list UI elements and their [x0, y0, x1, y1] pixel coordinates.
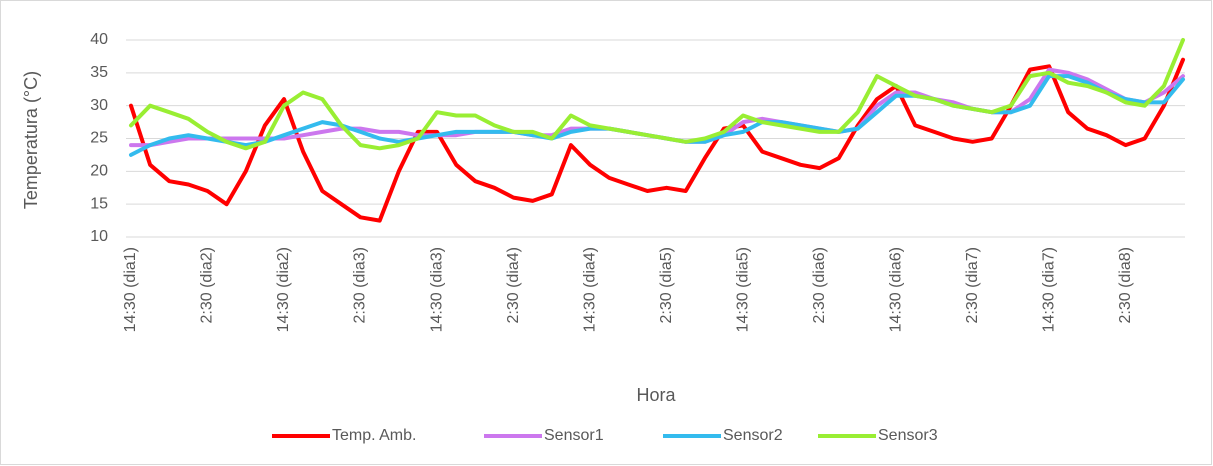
x-tick-label: 2:30 (dia2) [199, 247, 216, 324]
legend-label: Sensor2 [723, 427, 783, 444]
x-tick-label: 14:30 (dia4) [581, 247, 598, 332]
y-axis-title: Temperatura (°C) [21, 71, 41, 209]
y-tick-label: 40 [90, 31, 108, 48]
y-tick-label: 20 [90, 163, 108, 180]
x-tick-label: 2:30 (dia3) [352, 247, 369, 324]
x-tick-label: 14:30 (dia3) [428, 247, 445, 332]
x-tick-label: 14:30 (dia7) [1040, 247, 1057, 332]
legend-label: Sensor1 [544, 427, 604, 444]
x-tick-label: 14:30 (dia6) [887, 247, 904, 332]
x-tick-label: 2:30 (dia4) [505, 247, 522, 324]
x-tick-label: 14:30 (dia5) [734, 247, 751, 332]
y-tick-label: 25 [90, 130, 108, 147]
y-tick-label: 10 [90, 228, 108, 245]
y-tick-label: 30 [90, 97, 108, 114]
x-tick-label: 14:30 (dia1) [122, 247, 139, 332]
x-axis-title: Hora [636, 385, 676, 405]
x-tick-label: 2:30 (dia6) [811, 247, 828, 324]
legend-label: Sensor3 [878, 427, 938, 444]
series-line [129, 38, 1185, 151]
y-tick-label: 35 [90, 64, 108, 81]
x-tick-label: 14:30 (dia2) [275, 247, 292, 332]
x-tick-label: 2:30 (dia8) [1117, 247, 1134, 324]
x-tick-label: 2:30 (dia5) [658, 247, 675, 324]
legend-label: Temp. Amb. [332, 427, 416, 444]
y-tick-label: 15 [90, 195, 108, 212]
x-tick-label: 2:30 (dia7) [964, 247, 981, 324]
